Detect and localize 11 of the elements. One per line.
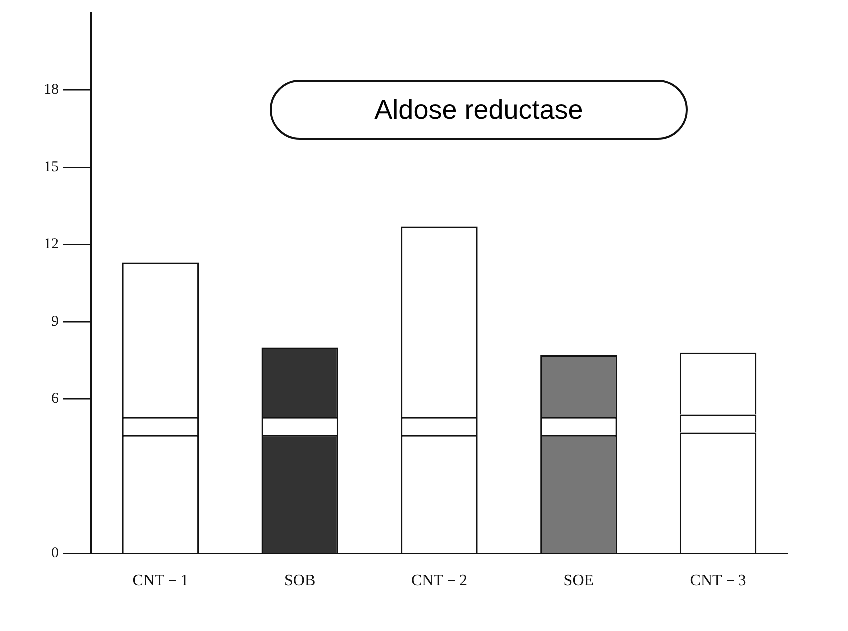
y-tick-label: 9 [52,314,59,330]
y-tick-label: 0 [52,546,59,562]
y-tick-label: 6 [52,391,60,408]
x-tick-label: SOB [284,572,316,590]
x-tick-label: CNT－3 [690,572,746,590]
x-tick-label: CNT－1 [132,572,189,590]
y-tick-label: 18 [44,82,59,98]
x-tick-label: CNT－2 [412,572,468,590]
y-tick-label: 12 [44,236,59,253]
y-tick-label: 15 [44,159,59,176]
x-tick-label: SOE [564,572,594,590]
